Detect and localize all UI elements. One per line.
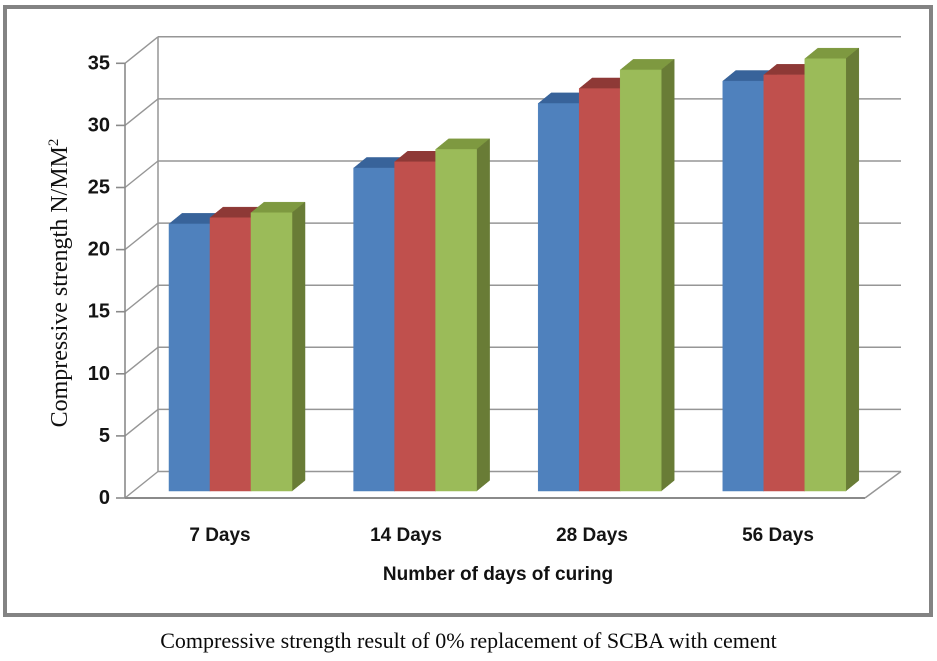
bar-series-2-red-28-days bbox=[578, 88, 621, 492]
y-tick-label-10: 10 bbox=[88, 363, 110, 385]
gridline-connector-y-0 bbox=[124, 470, 159, 499]
bar-series-2-red-56-days bbox=[763, 74, 806, 492]
y-axis-title: Compressive strength N/MM2 bbox=[37, 83, 73, 483]
figure-caption: Compressive strength result of 0% replac… bbox=[160, 628, 777, 653]
bar-series-2-red-14-days bbox=[394, 161, 436, 492]
y-tick-label-20: 20 bbox=[88, 239, 110, 261]
bar-series-1-blue-7-days bbox=[168, 223, 211, 492]
y-tick-label-15: 15 bbox=[88, 301, 110, 323]
gridline-connector-y-35 bbox=[124, 36, 159, 64]
bar-side-series-3-green-7-days bbox=[291, 201, 306, 492]
x-category-label-56-days: 56 Days bbox=[742, 525, 814, 546]
y-tick-label-25: 25 bbox=[88, 177, 110, 199]
gridline-connector-y-25 bbox=[124, 160, 159, 189]
bar-series-1-blue-56-days bbox=[722, 80, 765, 492]
x-axis-title: Number of days of curing bbox=[382, 564, 614, 585]
gridline-connector-y-5 bbox=[124, 408, 159, 437]
y-axis-title-superscript: 2 bbox=[46, 138, 62, 147]
bar-series-2-red-7-days bbox=[209, 217, 252, 492]
floor-right-edge bbox=[864, 470, 902, 499]
bar-side-series-3-green-28-days bbox=[660, 58, 675, 492]
bar-series-3-green-28-days bbox=[619, 69, 662, 492]
bar-series-3-green-14-days bbox=[435, 149, 477, 492]
bar-side-series-3-green-56-days bbox=[845, 47, 860, 492]
bar-side-series-3-green-14-days bbox=[476, 138, 490, 492]
y-tick-label-5: 5 bbox=[99, 425, 110, 447]
y-tick-label-0: 0 bbox=[99, 487, 110, 509]
x-category-label-28-days: 28 Days bbox=[556, 525, 628, 546]
bar-series-1-blue-14-days bbox=[353, 167, 395, 492]
y-axis-title-text: Compressive strength N/MM bbox=[47, 146, 73, 428]
bar-series-3-green-56-days bbox=[804, 58, 847, 492]
bar-series-1-blue-28-days bbox=[537, 103, 580, 492]
y-tick-label-30: 30 bbox=[88, 114, 110, 136]
gridline-connector-y-20 bbox=[124, 222, 159, 251]
bar-series-3-green-7-days bbox=[250, 212, 293, 492]
gridline-connector-y-10 bbox=[124, 346, 159, 375]
gridline-connector-y-15 bbox=[124, 284, 159, 313]
x-category-label-14-days: 14 Days bbox=[370, 525, 442, 546]
x-category-label-7-days: 7 Days bbox=[189, 525, 250, 546]
gridline-connector-y-30 bbox=[124, 98, 159, 126]
y-tick-label-35: 35 bbox=[88, 52, 110, 74]
